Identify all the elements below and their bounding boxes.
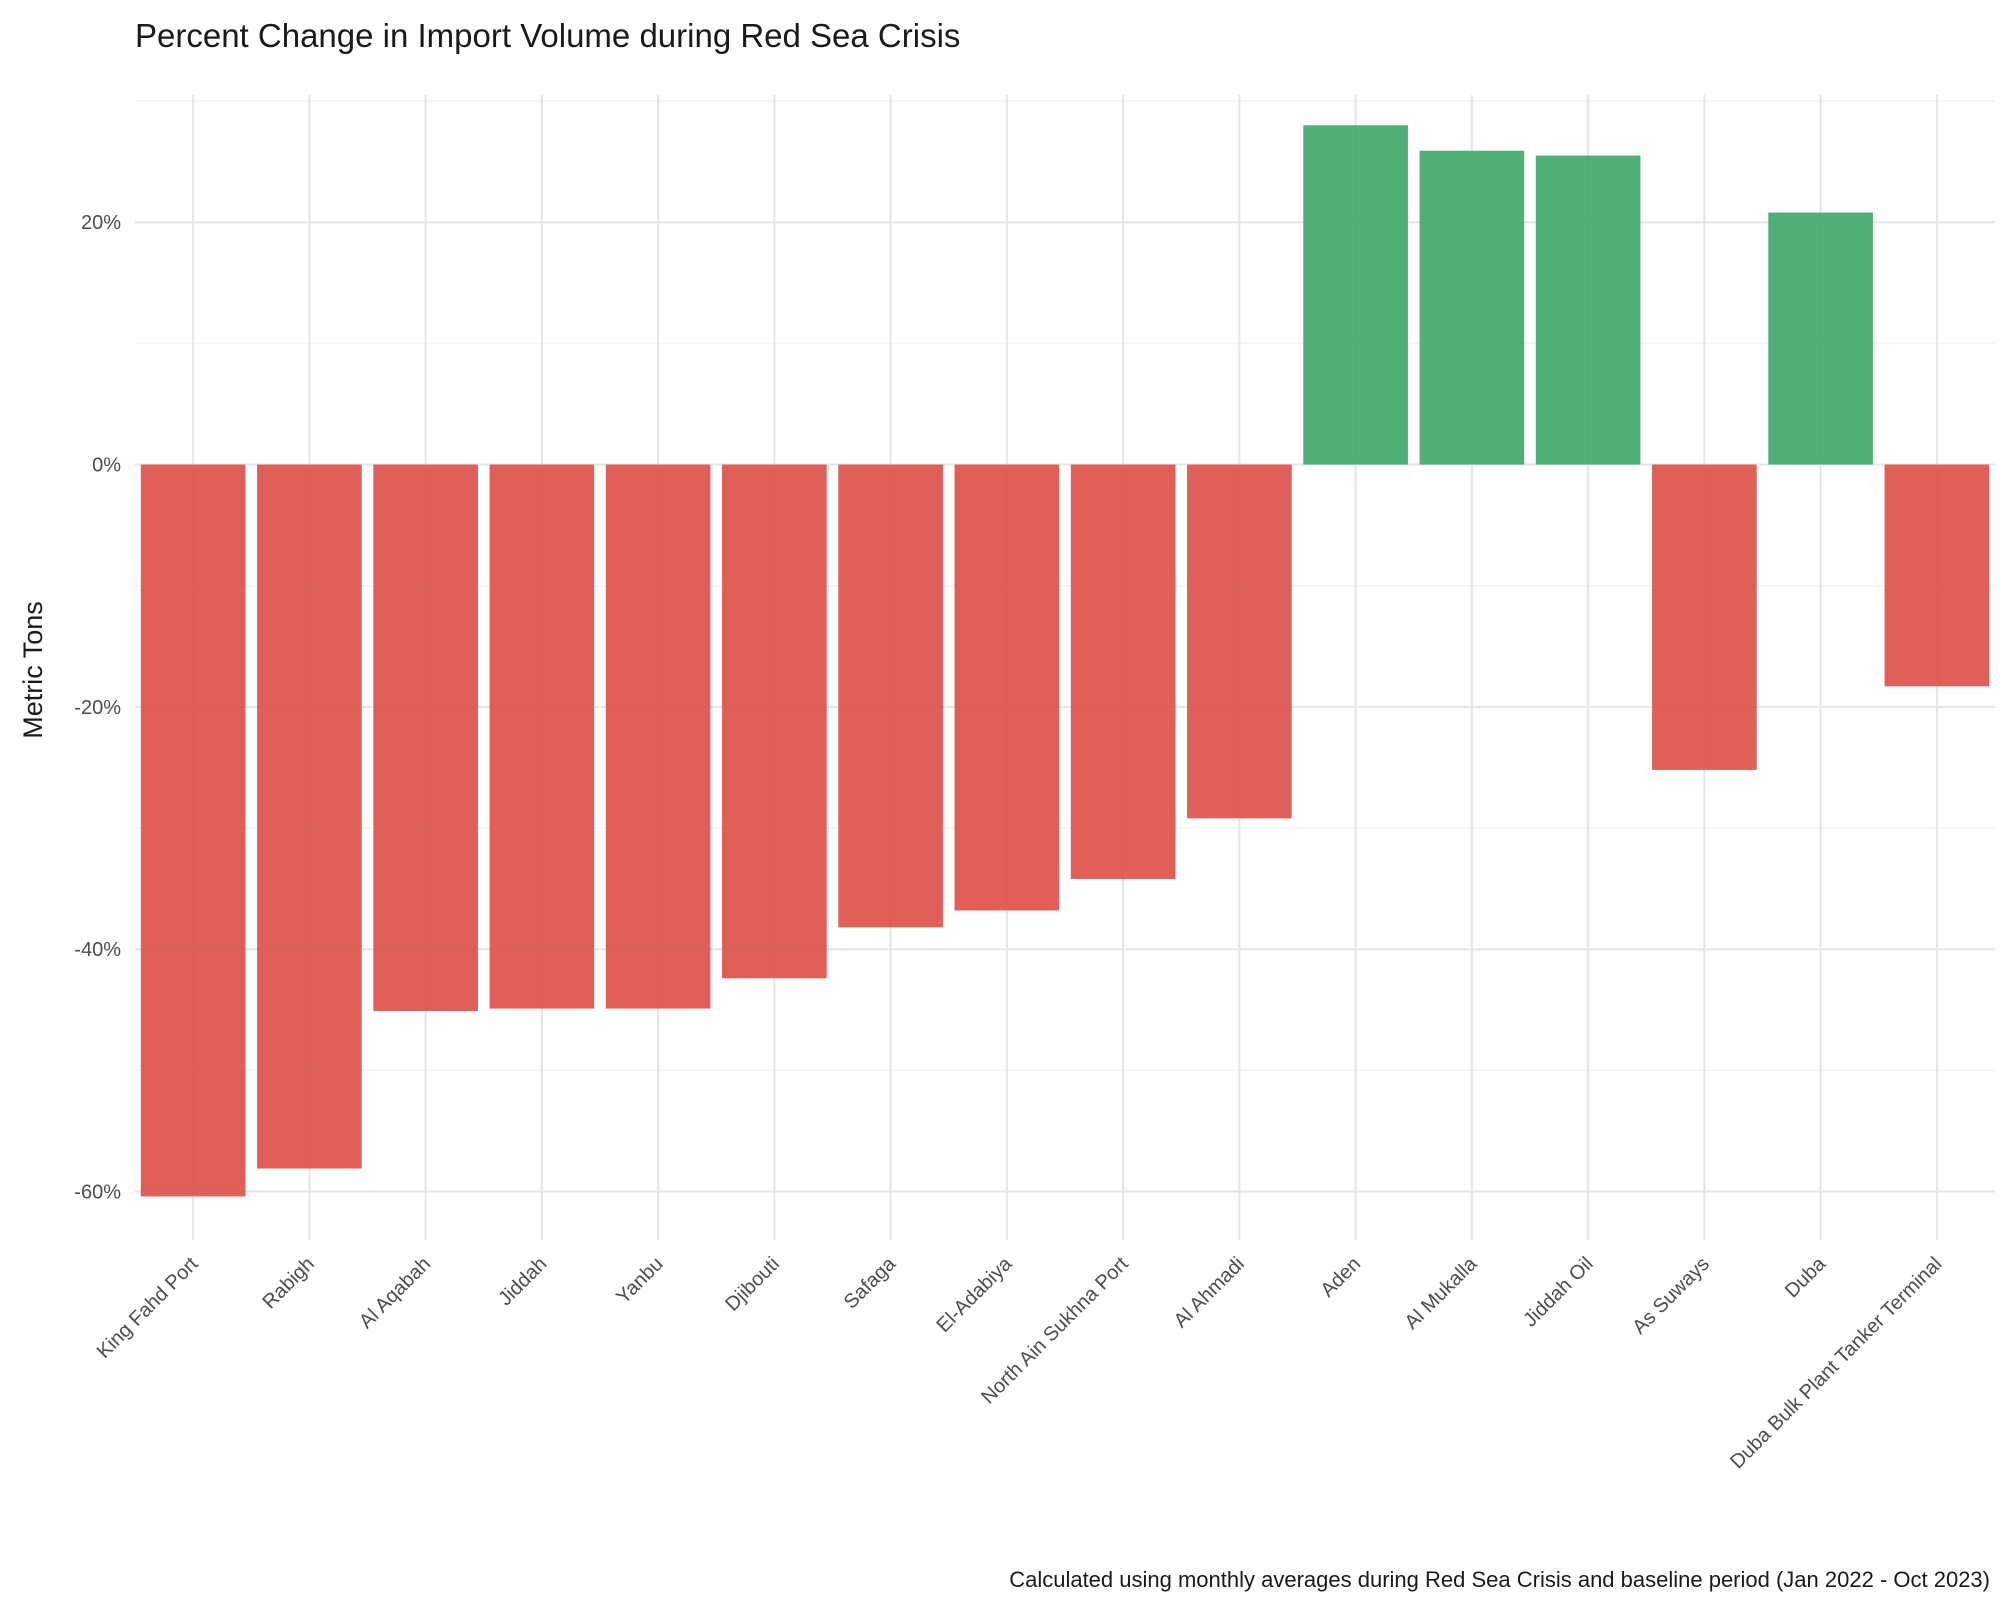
x-tick-label: Jiddah [494, 1253, 551, 1310]
x-tick-label: Jiddah Oil [1519, 1253, 1597, 1331]
bar [1535, 155, 1641, 465]
x-tick-label: Al Aqabah [355, 1253, 435, 1333]
chart-caption: Calculated using monthly averages during… [1009, 1567, 1990, 1592]
y-tick-label: -60% [74, 1182, 121, 1204]
chart-title: Percent Change in Import Volume during R… [135, 17, 960, 54]
bars [140, 125, 1990, 1197]
x-tick-label: King Fahd Port [93, 1253, 203, 1363]
x-tick-label: Duba Bulk Plant Tanker Terminal [1726, 1253, 1946, 1473]
x-tick-label: As Suways [1628, 1253, 1714, 1339]
bar [489, 464, 595, 1009]
bar [954, 464, 1060, 911]
bar [1652, 464, 1757, 770]
bar [1187, 464, 1292, 819]
bar [140, 464, 246, 1197]
x-tick-label: El-Adabiya [932, 1252, 1017, 1337]
x-tick-label: Rabigh [259, 1253, 319, 1313]
x-tick-label: Safaga [840, 1252, 901, 1313]
x-tick-label: Duba [1781, 1252, 1831, 1302]
bar [1768, 212, 1873, 465]
y-tick-label: -40% [74, 939, 121, 961]
bar [1070, 464, 1176, 879]
bar [1303, 125, 1408, 465]
y-tick-label: 0% [92, 455, 121, 477]
bar [1419, 150, 1525, 465]
y-axis-label: Metric Tons [18, 601, 48, 739]
x-tick-labels: King Fahd Port Rabigh Al Aqabah Jiddah Yanbu… [93, 1252, 1947, 1473]
y-tick-labels: -60% -40% -20% 0% 20% [74, 212, 121, 1203]
x-tick-label: Yanbu [612, 1253, 667, 1308]
bar [722, 464, 827, 979]
x-tick-label: Al Mukalla [1401, 1252, 1482, 1333]
y-tick-label: 20% [81, 212, 121, 234]
x-tick-label: Aden [1317, 1253, 1366, 1302]
bar [838, 464, 943, 928]
bar [605, 464, 711, 1009]
y-tick-label: -20% [74, 697, 121, 719]
x-tick-label: Djibouti [721, 1253, 784, 1316]
x-tick-label: Al Ahmadi [1170, 1253, 1249, 1332]
bar [373, 464, 478, 1011]
bar [1884, 464, 1990, 687]
bar [257, 464, 362, 1169]
